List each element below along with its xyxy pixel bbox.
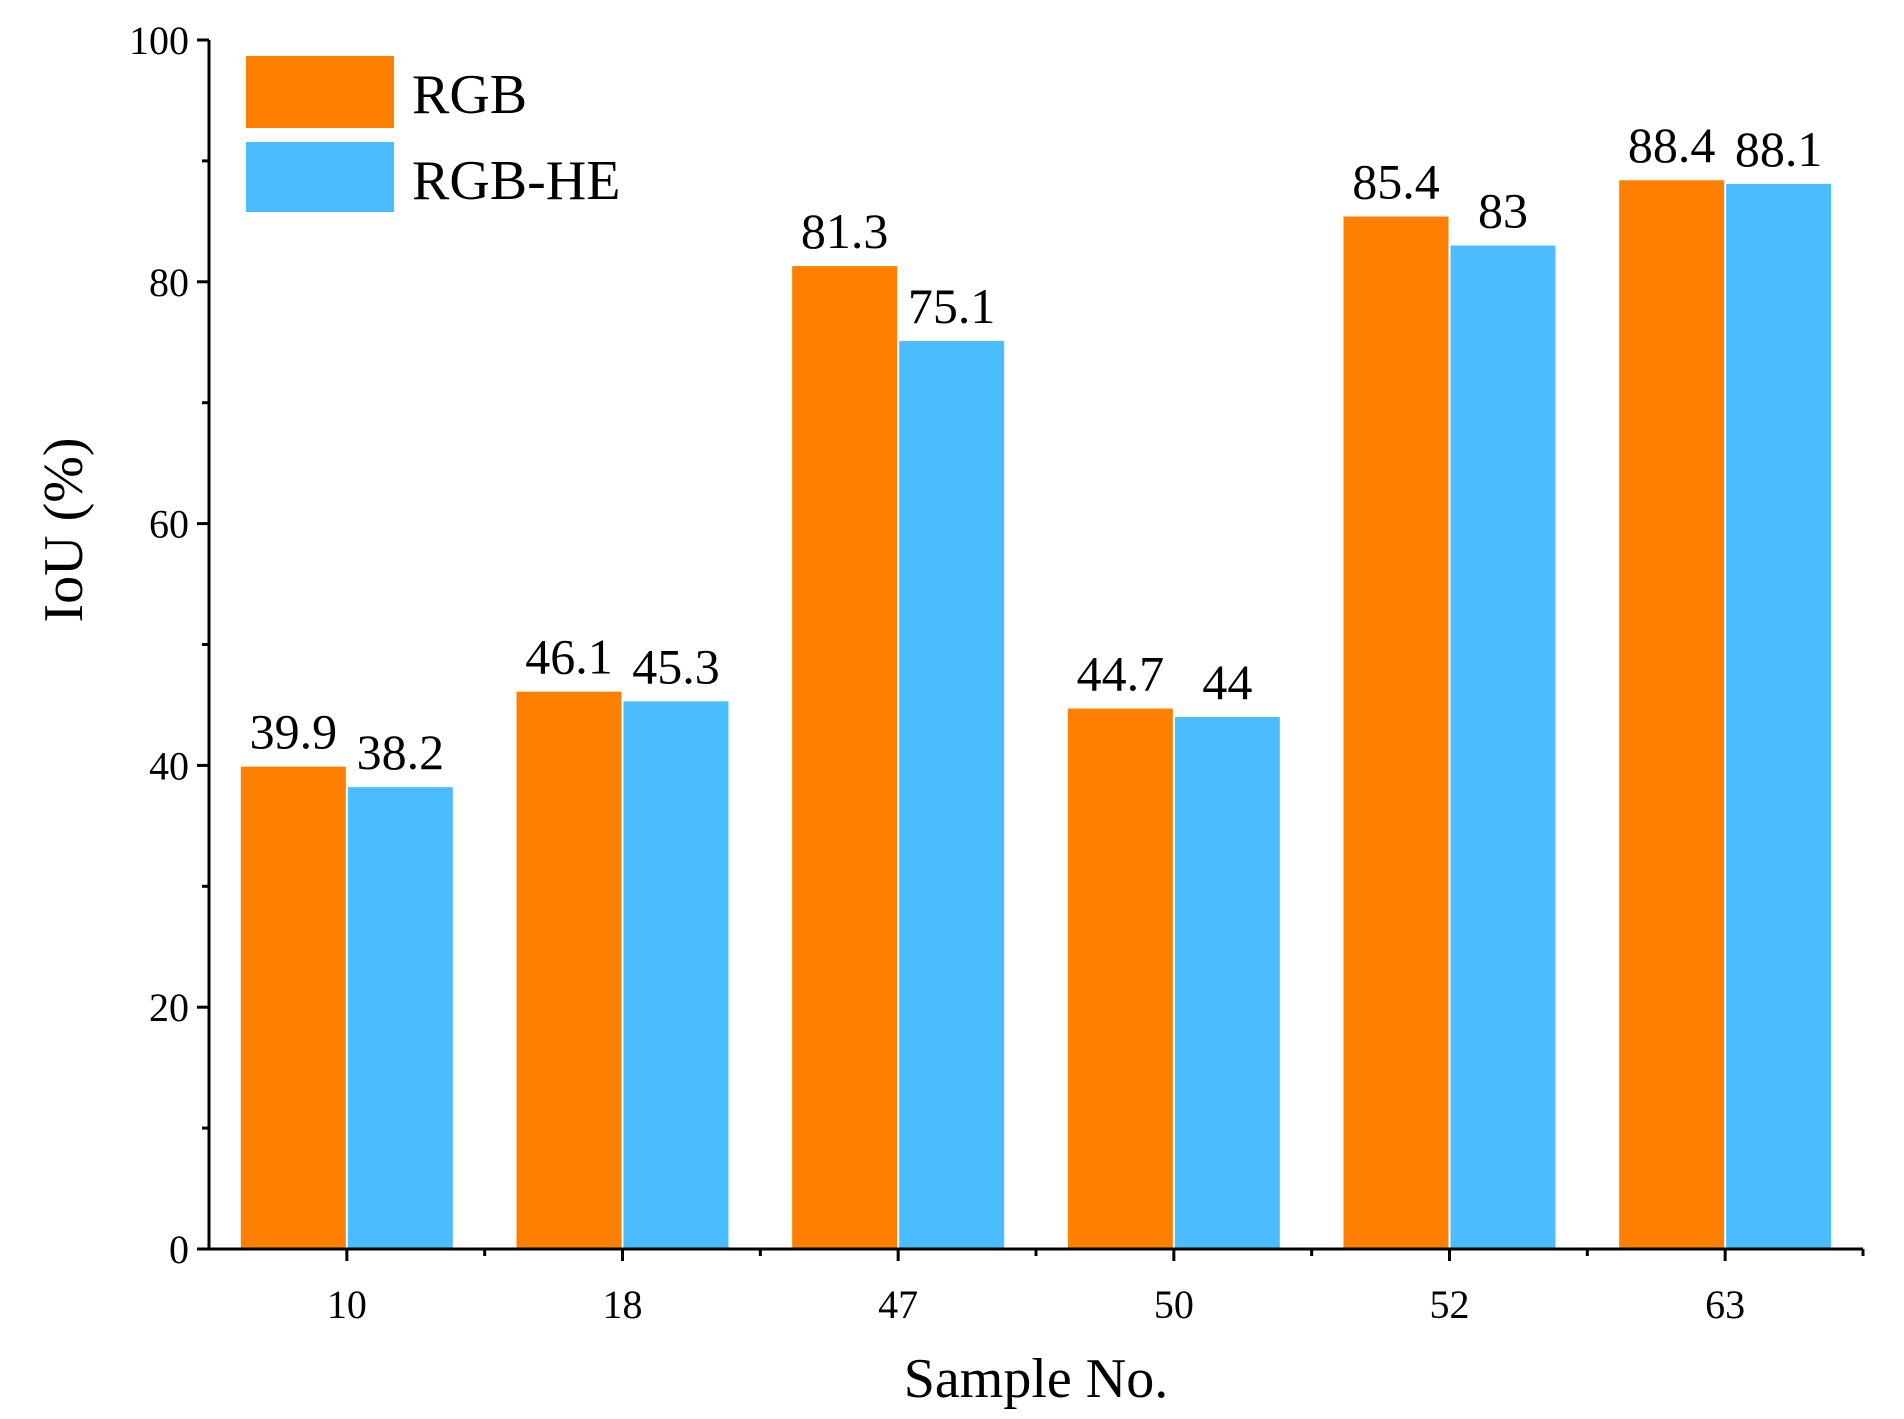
y-ticks-layer: 0 20 40 60 80 100	[129, 18, 209, 1272]
data-label-rgb-10: 39.9	[250, 704, 338, 760]
data-label-rgb-47: 81.3	[801, 203, 889, 259]
legend-label-rgb-he: RGB-HE	[412, 150, 620, 212]
bar-rgb-he-18	[623, 701, 729, 1249]
x-tick-label: 47	[878, 1282, 918, 1327]
y-tick-label: 40	[149, 743, 189, 788]
x-axis-title: Sample No.	[904, 1348, 1168, 1410]
data-label-rgb-he-18: 45.3	[632, 638, 720, 694]
data-label-rgb-63: 88.4	[1628, 117, 1716, 173]
x-tick-label: 50	[1154, 1282, 1194, 1327]
bar-rgb-47	[792, 266, 898, 1249]
y-tick-label: 0	[169, 1227, 189, 1272]
bar-rgb-he-63	[1726, 183, 1832, 1250]
x-tick-label: 52	[1430, 1282, 1470, 1327]
data-label-rgb-he-50: 44	[1202, 654, 1252, 710]
y-tick-label: 100	[129, 18, 189, 63]
y-tick-label: 20	[149, 985, 189, 1030]
data-label-rgb-50: 44.7	[1077, 646, 1165, 702]
x-ticks-layer: 10 18 47 50 52 63	[327, 1249, 1865, 1327]
bars-layer	[240, 180, 1832, 1250]
y-axis-title: IoU (%)	[33, 437, 95, 622]
y-tick-label: 60	[149, 502, 189, 547]
axes-layer	[207, 40, 1863, 1251]
data-label-rgb-he-47: 75.1	[908, 278, 996, 334]
x-tick-label: 18	[603, 1282, 643, 1327]
data-label-rgb-52: 85.4	[1352, 154, 1440, 210]
legend: RGB RGB-HE	[246, 56, 620, 212]
bar-rgb-50	[1067, 708, 1173, 1249]
data-label-rgb-18: 46.1	[525, 629, 613, 685]
data-labels-layer: 39.9 38.2 46.1 45.3 81.3 75.1 44.7 44 85.4 83 88.4…	[250, 117, 1823, 780]
bar-rgb-he-52	[1450, 245, 1556, 1249]
bar-rgb-he-50	[1174, 717, 1280, 1249]
bar-rgb-63	[1619, 180, 1725, 1249]
bar-rgb-10	[240, 766, 346, 1249]
legend-label-rgb: RGB	[412, 64, 527, 126]
bar-rgb-18	[516, 691, 622, 1249]
bar-rgb-he-10	[347, 787, 453, 1249]
bar-rgb-52	[1343, 216, 1449, 1249]
data-label-rgb-he-10: 38.2	[357, 724, 445, 780]
legend-swatch-rgb-he	[246, 142, 394, 212]
bar-rgb-he-47	[899, 341, 1005, 1249]
y-tick-label: 80	[149, 260, 189, 305]
x-tick-label: 10	[327, 1282, 367, 1327]
x-tick-label: 63	[1705, 1282, 1745, 1327]
legend-swatch-rgb	[246, 56, 394, 128]
data-label-rgb-he-63: 88.1	[1735, 121, 1823, 177]
data-label-rgb-he-52: 83	[1478, 183, 1528, 239]
